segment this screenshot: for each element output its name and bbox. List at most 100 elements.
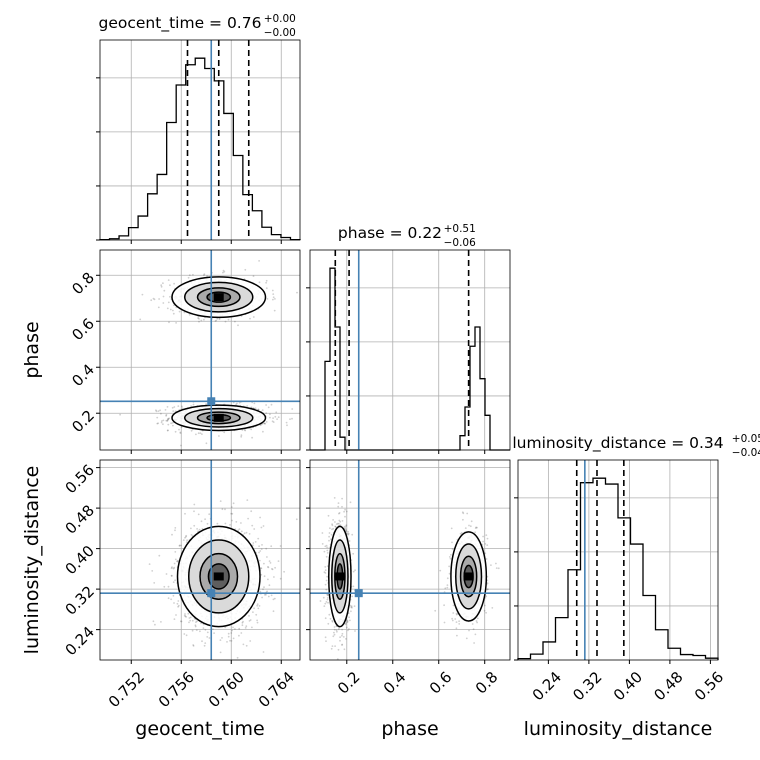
sample-point	[258, 551, 260, 554]
sample-point	[263, 422, 266, 425]
sample-point	[178, 545, 181, 547]
sample-point	[229, 524, 231, 526]
sample-point	[486, 544, 489, 546]
sample-point	[259, 550, 262, 552]
sample-point	[286, 424, 288, 427]
sample-point	[272, 296, 275, 299]
sample-point	[476, 526, 478, 529]
sample-point	[347, 532, 350, 535]
sample-point	[338, 512, 341, 514]
sample-point	[495, 567, 498, 569]
sample-point	[200, 520, 203, 523]
sample-point	[206, 275, 209, 277]
sample-point	[175, 614, 177, 616]
sample-point	[277, 560, 280, 562]
marginal-title: luminosity_distance = 0.34	[512, 434, 723, 453]
sample-point	[349, 604, 352, 607]
sample-point	[205, 442, 208, 445]
sample-point	[188, 274, 191, 277]
sample-point	[198, 528, 201, 531]
y-tick-label: 0.4	[68, 361, 98, 391]
sample-point	[334, 525, 337, 528]
sample-point	[187, 612, 190, 615]
sample-point	[253, 402, 256, 405]
sample-point	[462, 512, 465, 515]
density-contours	[171, 276, 267, 432]
sample-point	[236, 402, 238, 405]
sample-point	[199, 630, 201, 633]
sample-point	[199, 432, 202, 434]
sample-point	[243, 429, 246, 431]
sample-point	[230, 632, 233, 634]
sample-point	[336, 522, 339, 525]
sample-point	[254, 407, 257, 410]
sample-point	[174, 579, 177, 582]
sample-point	[459, 532, 462, 535]
sample-point	[268, 584, 271, 587]
sample-point	[169, 295, 171, 298]
sample-point	[345, 638, 347, 640]
sample-point	[348, 628, 350, 630]
sample-point	[238, 627, 241, 630]
sample-point	[485, 558, 488, 560]
panel-frame	[309, 459, 511, 661]
truth-marker	[354, 589, 363, 598]
sample-point	[204, 518, 207, 521]
sample-point	[324, 617, 327, 620]
sample-point	[227, 318, 230, 321]
sample-point	[165, 419, 168, 422]
sample-point	[259, 567, 262, 570]
sample-point	[177, 605, 180, 608]
sample-point	[232, 637, 235, 640]
sample-point	[460, 532, 463, 534]
sample-point	[324, 602, 327, 605]
sample-point	[166, 420, 169, 422]
density-peak	[213, 572, 224, 581]
sample-point	[172, 309, 174, 312]
sample-point	[189, 619, 192, 622]
sample-point	[215, 319, 218, 322]
sample-point	[240, 530, 243, 533]
sample-point	[451, 548, 454, 550]
sample-point	[257, 537, 260, 540]
sample-point	[321, 543, 324, 545]
sample-point	[259, 424, 262, 427]
sample-point	[230, 506, 233, 508]
sample-point	[336, 630, 338, 633]
sample-point	[152, 620, 155, 623]
density-peak	[213, 293, 224, 302]
sample-point	[231, 519, 233, 522]
sample-point	[487, 588, 489, 590]
sample-point	[341, 643, 344, 646]
sample-point	[268, 560, 271, 562]
sample-point	[261, 596, 263, 599]
sample-point	[252, 611, 254, 613]
sample-point	[167, 417, 170, 420]
sample-point	[249, 640, 252, 642]
sample-point	[237, 529, 240, 532]
panel-frame	[309, 249, 511, 451]
y-tick-label: 0.56	[62, 461, 98, 497]
sample-point	[260, 573, 263, 576]
sample-point	[275, 411, 278, 414]
sample-point	[170, 574, 173, 577]
sample-point	[329, 617, 332, 620]
sample-point	[346, 532, 349, 535]
sample-point	[221, 637, 223, 639]
sample-point	[454, 618, 457, 620]
sample-point	[272, 298, 274, 301]
sample-point	[267, 566, 270, 569]
sample-point	[339, 524, 342, 526]
sample-point	[279, 545, 282, 547]
x-axis-label: luminosity_distance	[524, 718, 713, 740]
sample-point	[337, 502, 340, 504]
sample-point	[195, 629, 198, 631]
sample-point	[461, 511, 464, 514]
sample-point	[485, 595, 488, 598]
x-tick-label: 0.8	[472, 668, 502, 698]
sample-point	[450, 527, 453, 530]
sample-point	[173, 406, 176, 408]
sample-point	[202, 627, 205, 629]
sample-point	[265, 279, 268, 282]
sample-point	[464, 527, 467, 529]
